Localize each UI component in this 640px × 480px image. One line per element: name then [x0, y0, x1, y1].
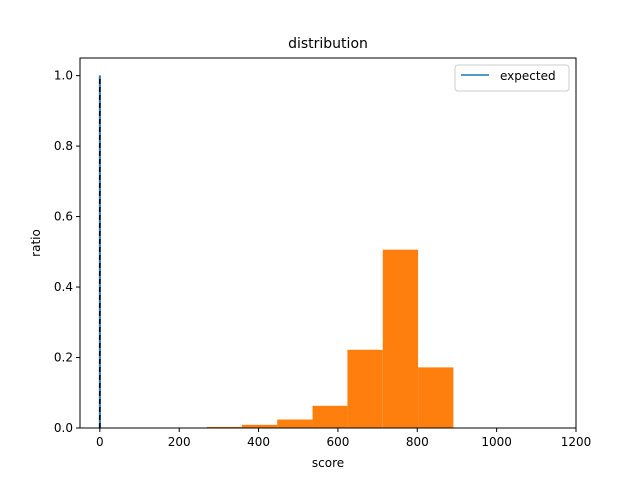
- y-tick-label: 0.8: [54, 139, 73, 153]
- legend: expected: [454, 64, 570, 92]
- y-tick-label: 1.0: [54, 69, 73, 83]
- y-tick-label: 0.4: [54, 280, 73, 294]
- x-axis-label: score: [312, 456, 344, 470]
- x-axis-ticks: 0 200 400 600 800 1000 1200: [96, 428, 591, 449]
- histogram-bar-3: [312, 405, 348, 428]
- y-tick-label: 0.2: [54, 351, 73, 365]
- x-tick-label: 800: [406, 435, 429, 449]
- chart-title: distribution: [288, 36, 368, 52]
- histogram-bar-5: [382, 249, 419, 428]
- histogram-bar-2: [277, 419, 313, 428]
- x-tick-label: 200: [168, 435, 191, 449]
- x-tick-label: 0: [96, 435, 104, 449]
- x-tick-label: 600: [326, 435, 349, 449]
- histogram-bar-0: [206, 426, 242, 428]
- y-axis-ticks: 0.0 0.2 0.4 0.6 0.8 1.0: [54, 69, 80, 435]
- legend-box: [454, 64, 570, 92]
- y-tick-label: 0.6: [54, 210, 73, 224]
- x-tick-label: 400: [247, 435, 270, 449]
- histogram-bar-6: [418, 367, 454, 428]
- x-tick-label: 1000: [481, 435, 512, 449]
- histogram-bar-1: [241, 424, 278, 428]
- legend-label-expected: expected: [500, 69, 556, 83]
- histogram-bar-4: [347, 349, 383, 428]
- histogram-bars: [206, 249, 454, 428]
- y-axis-label: ratio: [29, 229, 43, 257]
- x-tick-label: 1200: [561, 435, 592, 449]
- y-tick-label: 0.0: [54, 421, 73, 435]
- plot-area-frame: [79, 57, 577, 429]
